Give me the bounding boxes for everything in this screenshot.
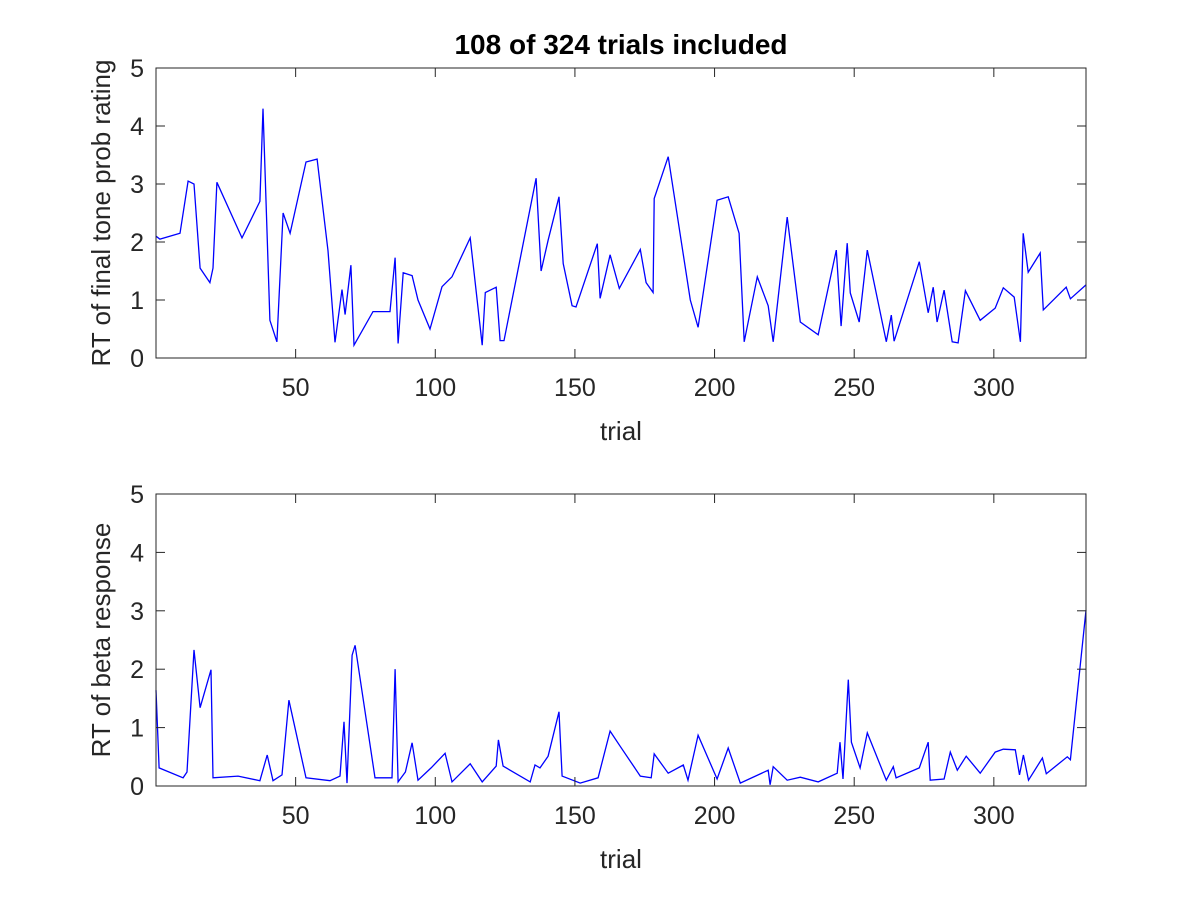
y-tick-label: 5 xyxy=(130,481,144,509)
y-tick-label: 4 xyxy=(130,113,144,141)
data-line xyxy=(155,610,1087,785)
x-axis-label: trial xyxy=(600,416,642,446)
y-tick-label: 0 xyxy=(130,773,144,801)
y-tick-label: 3 xyxy=(130,171,144,199)
y-tick-label: 4 xyxy=(130,539,144,567)
y-axis-label: RT of beta response xyxy=(86,523,116,758)
y-tick-label: 1 xyxy=(130,715,144,743)
plot-area xyxy=(156,494,1086,786)
axes-box xyxy=(155,67,1087,359)
y-axis-label: RT of final tone prob rating xyxy=(86,60,116,367)
x-tick-label: 200 xyxy=(694,802,736,830)
chart-title: 108 of 324 trials included xyxy=(454,29,787,60)
x-tick-label: 150 xyxy=(554,802,596,830)
x-tick-label: 200 xyxy=(694,374,736,402)
y-tick-label: 1 xyxy=(130,287,144,315)
axes: 0 1 2 3 4 5 50 100 150 200 250 300 trial RT of beta r… xyxy=(86,481,1087,874)
x-tick-label: 150 xyxy=(554,374,596,402)
x-tick-label: 100 xyxy=(414,802,456,830)
x-tick-label: 100 xyxy=(414,374,456,402)
y-tick-label: 2 xyxy=(130,656,144,684)
plot-area xyxy=(156,68,1086,358)
x-axis-label: trial xyxy=(600,844,642,874)
axes-box xyxy=(155,493,1087,787)
x-tick-label: 250 xyxy=(833,802,875,830)
x-tick-label: 50 xyxy=(282,802,310,830)
y-tick-label: 0 xyxy=(130,345,144,373)
y-tick-label: 5 xyxy=(130,55,144,83)
x-tick-label: 300 xyxy=(973,802,1015,830)
y-tick-label: 2 xyxy=(130,229,144,257)
data-line xyxy=(155,108,1087,348)
x-tick-label: 300 xyxy=(973,374,1015,402)
axes: 0 1 2 3 4 5 50 100 150 200 250 300 trial RT of final … xyxy=(86,29,1087,446)
y-tick-label: 3 xyxy=(130,598,144,626)
x-tick-label: 250 xyxy=(833,374,875,402)
x-tick-label: 50 xyxy=(282,374,310,402)
